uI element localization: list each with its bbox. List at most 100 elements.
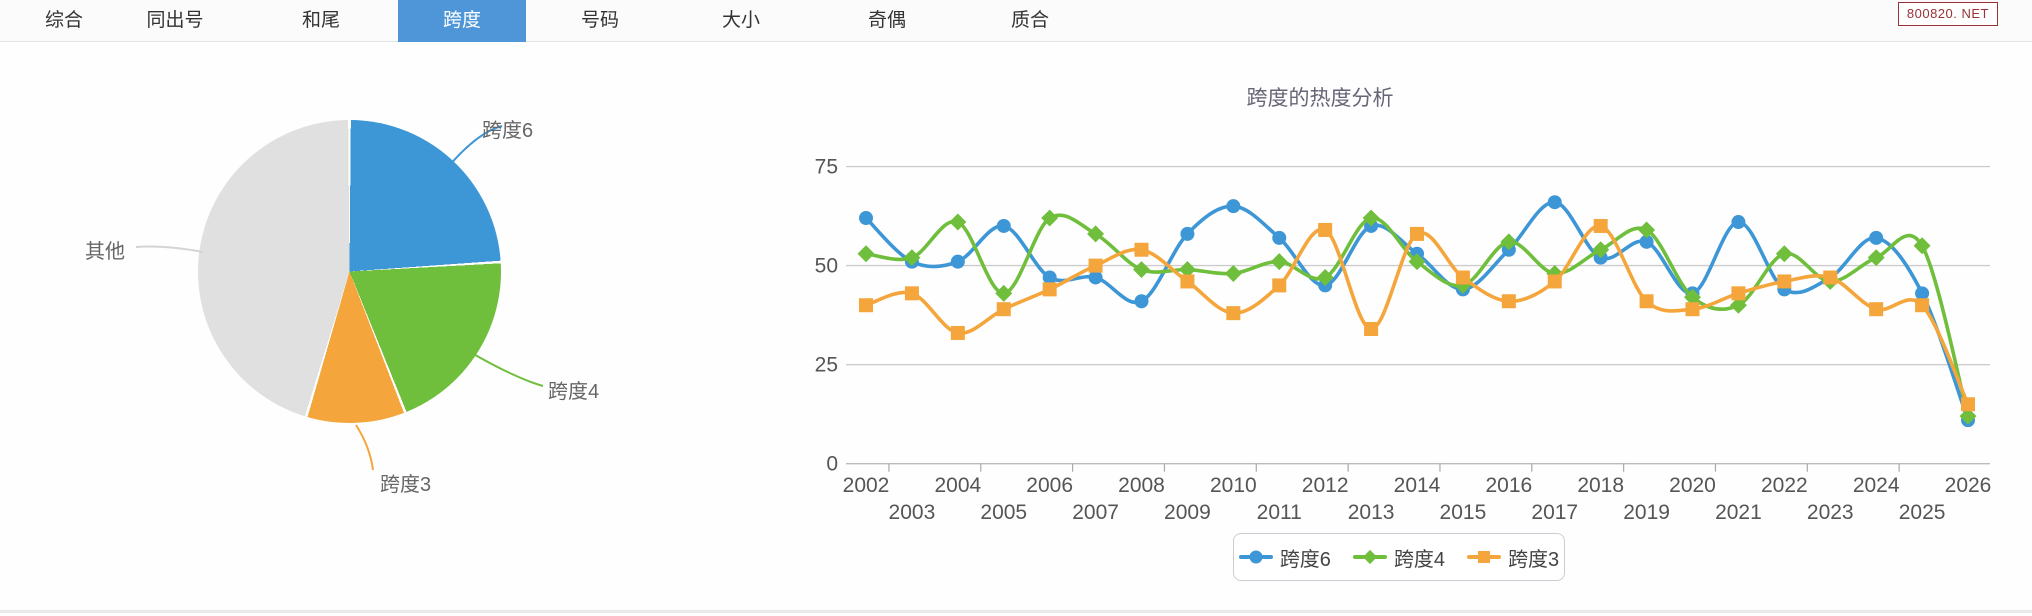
x-tick-label: 2026 [1945, 474, 1992, 497]
x-tick-label: 2005 [980, 501, 1027, 524]
data-point-circle [950, 254, 965, 269]
data-point-diamond [1270, 253, 1288, 271]
x-tick-label: 2003 [889, 501, 936, 524]
pie-label-kuadu3: 跨度3 [380, 474, 432, 496]
legend-item-kuadu3[interactable]: 跨度3 [1467, 543, 1559, 572]
data-point-square [1961, 397, 1976, 412]
x-tick-label: 2016 [1485, 474, 1532, 497]
pie-chart[interactable] [198, 120, 501, 423]
data-point-square [950, 325, 965, 340]
tab-zhihe[interactable]: 质合 [1010, 10, 1049, 31]
chart-legend: 跨度6 跨度4 跨度3 [1233, 533, 1565, 581]
y-tick-label: 50 [815, 255, 838, 278]
y-tick-label: 75 [815, 156, 838, 179]
data-point-square [1042, 282, 1057, 297]
x-tick-label: 2013 [1348, 501, 1395, 524]
data-point-circle [859, 211, 873, 226]
data-point-square [1455, 270, 1470, 285]
data-point-circle [1226, 199, 1241, 214]
data-point-square [1272, 278, 1287, 293]
data-point-square [1501, 294, 1516, 309]
data-point-square [1088, 258, 1103, 273]
x-tick-label: 2007 [1072, 501, 1119, 524]
data-point-diamond [857, 245, 875, 263]
legend-label: 跨度6 [1279, 548, 1331, 571]
data-point-diamond [949, 213, 967, 231]
legend-diamond-icon [1352, 549, 1387, 565]
legend-item-kuadu4[interactable]: 跨度4 [1352, 543, 1446, 572]
x-tick-label: 2006 [1026, 474, 1073, 497]
x-tick-label: 2014 [1394, 474, 1441, 497]
data-point-square [859, 298, 873, 313]
data-point-circle [1272, 230, 1287, 245]
data-point-square [1639, 294, 1654, 309]
tab-kuadu-active[interactable]: 跨度 [398, 0, 526, 42]
data-point-circle [1134, 294, 1149, 309]
tab-qiou[interactable]: 奇偶 [867, 10, 906, 31]
pie-label-qita: 其他 [85, 241, 125, 263]
x-tick-label: 2010 [1210, 474, 1257, 497]
tab-bar: 综合 同出号 和尾 跨度 号码 大小 奇偶 质合 [0, 0, 2032, 42]
pie-label-kuadu6: 跨度6 [482, 120, 534, 142]
tab-haoma[interactable]: 号码 [580, 10, 619, 31]
site-watermark-badge: 800820. NET [1897, 2, 1998, 26]
data-point-circle [1180, 226, 1195, 241]
data-point-square [1915, 298, 1930, 313]
x-tick-label: 2015 [1440, 501, 1487, 524]
series-line-1 [864, 213, 1970, 418]
data-point-diamond [1775, 245, 1793, 263]
line-chart[interactable]: 0 25 50 75 2002 2003 2004 2005 2006 2007 2008 2009 2… [780, 55, 2032, 540]
x-tick-label: 2023 [1807, 501, 1854, 524]
bottom-divider [0, 610, 2032, 613]
data-point-square [1685, 302, 1700, 317]
legend-circle-icon [1238, 550, 1273, 564]
legend-label: 跨度4 [1393, 548, 1446, 571]
x-tick-label: 2025 [1899, 501, 1946, 524]
y-tick-label: 0 [826, 453, 838, 476]
data-point-circle [996, 218, 1011, 233]
data-point-circle [1731, 215, 1746, 230]
data-point-circle [1547, 195, 1562, 210]
legend-square-icon [1467, 551, 1502, 563]
x-tick-label: 2017 [1531, 501, 1578, 524]
x-tick-label: 2021 [1715, 501, 1762, 524]
line-chart-title: 跨度的热度分析 [1246, 87, 1394, 110]
data-point-circle [1915, 286, 1930, 301]
data-point-square [1869, 302, 1884, 317]
y-tick-label: 25 [815, 354, 838, 377]
data-point-square [1364, 321, 1379, 336]
data-point-square [1593, 218, 1608, 233]
tab-daxiao[interactable]: 大小 [721, 10, 760, 31]
legend-label: 跨度3 [1508, 548, 1560, 571]
x-tick-label: 2008 [1118, 474, 1165, 497]
data-point-square [1823, 270, 1838, 285]
x-tick-label: 2009 [1164, 501, 1211, 524]
x-tick-label: 2020 [1669, 474, 1716, 497]
x-tick-label: 2019 [1623, 501, 1670, 524]
data-point-square [1318, 222, 1333, 237]
data-point-square [904, 286, 919, 301]
pie-label-kuadu4: 跨度4 [548, 381, 600, 403]
data-point-diamond [1133, 261, 1150, 279]
x-tick-label: 2022 [1761, 474, 1808, 497]
data-point-square [1547, 274, 1562, 289]
tab-tongchuhao[interactable]: 同出号 [146, 10, 204, 31]
data-point-square [1731, 286, 1746, 301]
x-tick-label: 2024 [1853, 474, 1900, 497]
data-point-circle [1042, 270, 1057, 285]
data-point-diamond [1224, 265, 1242, 283]
tab-zonghe[interactable]: 综合 [44, 10, 83, 31]
x-tick-label: 2018 [1577, 474, 1624, 497]
data-point-circle [1639, 234, 1654, 249]
x-tick-label: 2011 [1257, 501, 1302, 524]
data-point-square [996, 302, 1011, 317]
data-point-circle [1088, 270, 1103, 285]
data-point-circle [1869, 230, 1884, 245]
data-point-diamond [903, 249, 921, 267]
tab-hewei[interactable]: 和尾 [301, 10, 340, 31]
x-tick-label: 2002 [843, 474, 890, 497]
legend-item-kuadu6[interactable]: 跨度6 [1238, 543, 1331, 572]
data-point-square [1180, 274, 1195, 289]
pie-leader-lines [135, 125, 544, 471]
x-tick-label: 2012 [1302, 474, 1349, 497]
